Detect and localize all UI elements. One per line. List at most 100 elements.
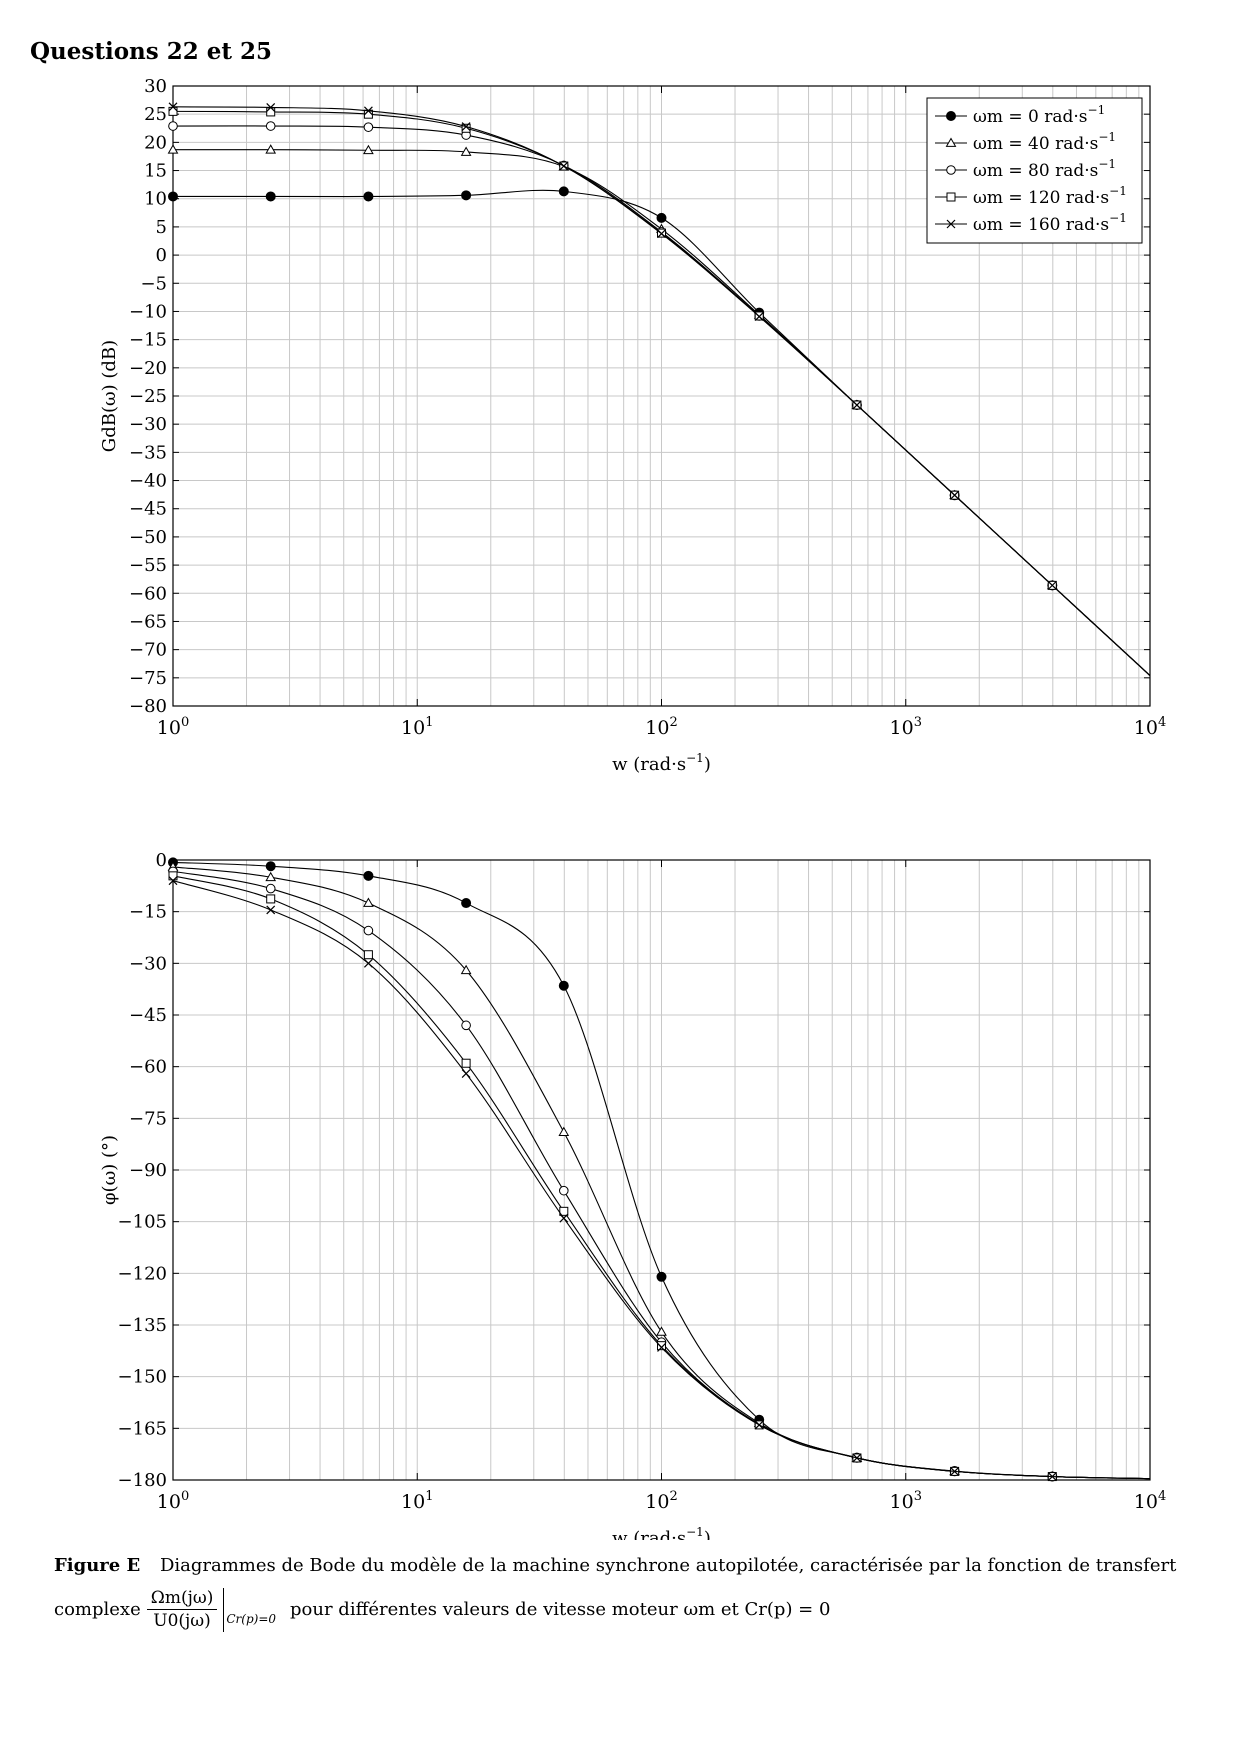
y-tick-label: 30: [144, 76, 167, 97]
data-point: [558, 980, 569, 991]
y-tick-label: −15: [129, 902, 167, 923]
y-tick-label: −25: [129, 386, 167, 407]
data-point: [168, 102, 178, 112]
series-line: [173, 106, 1150, 676]
fraction-denominator: U0(jω): [153, 1611, 211, 1631]
data-point: [558, 1126, 570, 1136]
y-tick-label: −65: [129, 611, 167, 632]
series-3: [168, 866, 1150, 1482]
figure-label: Figure E: [54, 1555, 141, 1576]
magnitude-plot: 30 25 20 15 10 5 0 −5 −10 −15 −20 −25 −30 −35 −40 −45 −5…: [99, 76, 1166, 775]
evaluation-bar: [223, 1587, 225, 1632]
fraction-numerator: Ωm(jω): [146, 1587, 218, 1610]
data-point: [461, 190, 472, 201]
data-point: [559, 161, 569, 171]
x-tick-label: 101: [401, 715, 433, 739]
y-tick-label: −45: [129, 499, 167, 520]
data-point: [558, 186, 569, 197]
phase-plot: 0 −15 −30 −45 −60 −75 −90 −105 −120 −135 −150 −165 −…: [99, 850, 1166, 1540]
data-point: [1047, 580, 1057, 590]
series-line: [173, 880, 1150, 1480]
y-tick-label: −105: [118, 1212, 167, 1233]
y-tick-label: 10: [144, 189, 167, 210]
data-point: [461, 1069, 471, 1078]
page-heading: Questions 22 et 25: [30, 38, 273, 65]
y-axis-label: GdB(ω) (dB): [99, 340, 120, 452]
x-tick-label: 103: [890, 715, 922, 739]
caption-text-1: Diagrammes de Bode du modèle de la machi…: [159, 1555, 1177, 1576]
data-point: [558, 1185, 569, 1196]
data-point: [265, 121, 276, 131]
y-tick-label: −35: [129, 442, 167, 463]
data-point: [265, 861, 276, 872]
y-tick-label: −15: [129, 330, 167, 351]
y-tick-label: −55: [129, 555, 167, 576]
data-point: [168, 121, 178, 131]
y-tick-label: −70: [129, 640, 167, 661]
y-tick-label: −30: [129, 953, 167, 974]
x-tick-label: 104: [1134, 715, 1166, 739]
y-tick-label: −75: [129, 668, 167, 689]
data-point: [363, 191, 374, 202]
data-point: [460, 964, 472, 975]
data-point: [461, 122, 471, 132]
series-1: [168, 857, 1150, 1482]
y-tick-label: −80: [129, 696, 167, 717]
data-point: [363, 870, 374, 881]
legend-marker: [945, 137, 957, 147]
legend-label: ωm = 80 rad·s−1: [973, 157, 1116, 181]
data-point: [168, 106, 178, 116]
x-axis-label: w (rad·s−1): [612, 1525, 711, 1540]
legend-marker: [946, 111, 956, 121]
data-point: [363, 144, 374, 155]
data-point: [950, 490, 960, 500]
legend-marker: [946, 219, 956, 229]
data-point: [265, 144, 277, 154]
data-point: [754, 312, 764, 321]
transfer-function-fraction: Ωm(jω) U0(jω): [146, 1587, 218, 1632]
data-point: [754, 1420, 764, 1430]
figure-caption: Figure E Diagrammes de Bode du modèle de…: [54, 1553, 1204, 1632]
bode-figure: 30 25 20 15 10 5 0 −5 −10 −15 −20 −25 −30 −35 −40 −45 −5…: [99, 76, 1166, 1540]
data-point: [950, 1466, 960, 1476]
data-point: [657, 1342, 666, 1352]
data-point: [363, 106, 373, 116]
y-tick-label: 25: [144, 104, 167, 125]
data-point: [363, 122, 374, 132]
data-point: [266, 905, 276, 915]
legend-label: ωm = 120 rad·s−1: [973, 184, 1127, 208]
data-point: [266, 894, 276, 904]
data-point: [657, 1341, 666, 1351]
y-tick-label: −180: [118, 1470, 167, 1491]
y-tick-label: 15: [144, 161, 167, 182]
y-tick-label: −60: [129, 1057, 167, 1078]
legend-label: ωm = 160 rad·s−1: [973, 211, 1127, 235]
y-tick-label: −50: [129, 527, 167, 548]
data-point: [460, 146, 472, 156]
y-tick-label: −150: [118, 1367, 167, 1388]
x-tick-label: 104: [1134, 1489, 1166, 1513]
y-axis-label: φ(ω) (°): [99, 1135, 120, 1205]
x-tick-label: 100: [157, 715, 189, 739]
x-tick-label: 102: [645, 1489, 677, 1513]
data-point: [559, 1213, 569, 1223]
data-point: [265, 871, 277, 882]
data-point: [168, 191, 178, 202]
data-point: [265, 191, 276, 202]
y-tick-label: −5: [140, 273, 167, 294]
y-tick-label: −90: [129, 1160, 167, 1181]
evaluation-subscript: Cr(p)=0: [226, 1612, 277, 1626]
data-point: [363, 958, 373, 968]
x-axis-label: w (rad·s−1): [612, 751, 711, 775]
data-point: [461, 898, 472, 909]
caption-complexe: complexe: [54, 1598, 141, 1620]
y-tick-label: −45: [129, 1005, 167, 1026]
data-point: [559, 1206, 569, 1216]
series-5: [168, 876, 1150, 1481]
data-point: [1047, 1472, 1057, 1481]
grid-lines: [173, 860, 1150, 1480]
data-point: [266, 107, 276, 117]
legend-label: ωm = 0 rad·s−1: [973, 103, 1105, 127]
y-tick-label: 0: [156, 850, 167, 871]
y-tick-label: −30: [129, 414, 167, 435]
